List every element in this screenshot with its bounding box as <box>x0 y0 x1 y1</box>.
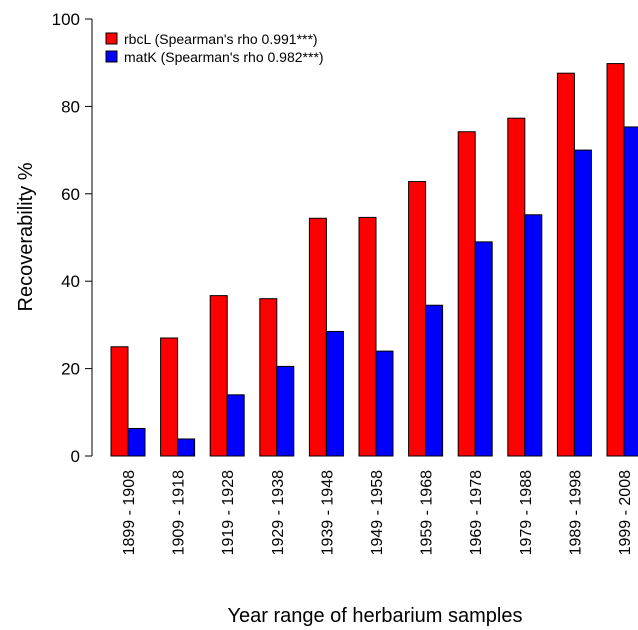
bar <box>474 241 493 457</box>
x-tick-label: 1979 - 1988 <box>518 470 535 556</box>
x-tick-label: 1929 - 1938 <box>270 470 287 556</box>
x-tick-label: 1969 - 1978 <box>468 470 485 556</box>
x-axis-label: Year range of herbarium samples <box>228 605 523 627</box>
bar <box>556 72 575 457</box>
y-tick-label: 0 <box>71 447 80 466</box>
bar <box>375 350 394 457</box>
bar <box>507 117 526 457</box>
x-tick-label: 1919 - 1928 <box>220 470 237 556</box>
bar <box>573 149 592 457</box>
y-tick-label: 20 <box>61 360 80 379</box>
bar <box>325 330 344 457</box>
bar <box>127 427 146 457</box>
bar <box>209 295 228 457</box>
bar <box>276 365 295 457</box>
bar <box>623 126 638 457</box>
x-tick-label: 1959 - 1968 <box>419 470 436 556</box>
bar <box>308 217 327 457</box>
bar <box>524 214 543 457</box>
x-tick-label: 1939 - 1948 <box>319 470 336 556</box>
x-tick-label: 1949 - 1958 <box>369 470 386 556</box>
y-tick-label: 40 <box>61 272 80 291</box>
bar <box>259 298 278 457</box>
bar <box>177 438 196 457</box>
bar <box>425 304 444 457</box>
x-tick-label: 1999 - 2008 <box>617 470 634 556</box>
bar <box>110 346 129 457</box>
legend-label: matK (Spearman's rho 0.982***) <box>124 49 324 65</box>
y-axis-label: Recoverability % <box>15 162 37 311</box>
bar <box>358 216 377 457</box>
x-tick-label: 1899 - 1908 <box>121 470 138 556</box>
legend-swatch <box>105 50 118 63</box>
bar <box>606 63 625 457</box>
y-tick-label: 100 <box>52 10 80 29</box>
x-tick-label: 1989 - 1998 <box>567 470 584 556</box>
legend-swatch <box>105 32 118 45</box>
y-tick-label: 80 <box>61 97 80 116</box>
bar <box>226 394 245 457</box>
bar <box>408 181 427 457</box>
bar <box>457 131 476 457</box>
x-tick-label: 1909 - 1918 <box>171 470 188 556</box>
y-tick-label: 60 <box>61 185 80 204</box>
bar <box>160 337 179 457</box>
legend-label: rbcL (Spearman's rho 0.991***) <box>124 31 318 47</box>
